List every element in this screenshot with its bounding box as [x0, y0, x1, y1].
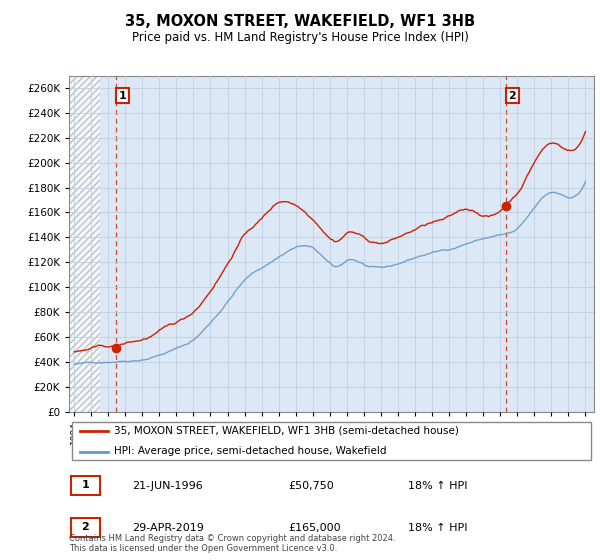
Text: 18% ↑ HPI: 18% ↑ HPI [408, 523, 467, 533]
FancyBboxPatch shape [71, 475, 100, 495]
Text: 2: 2 [82, 522, 89, 532]
Text: 1: 1 [82, 480, 89, 490]
Text: £50,750: £50,750 [288, 481, 334, 491]
Bar [69, 76, 100, 412]
Text: HPI: Average price, semi-detached house, Wakefield: HPI: Average price, semi-detached house,… [113, 446, 386, 456]
Text: Price paid vs. HM Land Registry's House Price Index (HPI): Price paid vs. HM Land Registry's House … [131, 31, 469, 44]
FancyBboxPatch shape [71, 517, 100, 537]
Text: 35, MOXON STREET, WAKEFIELD, WF1 3HB: 35, MOXON STREET, WAKEFIELD, WF1 3HB [125, 14, 475, 29]
Text: 35, MOXON STREET, WAKEFIELD, WF1 3HB (semi-detached house): 35, MOXON STREET, WAKEFIELD, WF1 3HB (se… [113, 426, 458, 436]
Text: 1: 1 [119, 91, 127, 101]
Text: £165,000: £165,000 [288, 523, 341, 533]
Text: 29-APR-2019: 29-APR-2019 [132, 523, 204, 533]
Text: 2: 2 [508, 91, 516, 101]
Text: 21-JUN-1996: 21-JUN-1996 [132, 481, 203, 491]
Text: Contains HM Land Registry data © Crown copyright and database right 2024.
This d: Contains HM Land Registry data © Crown c… [69, 534, 395, 553]
FancyBboxPatch shape [71, 422, 592, 460]
Text: 18% ↑ HPI: 18% ↑ HPI [408, 481, 467, 491]
